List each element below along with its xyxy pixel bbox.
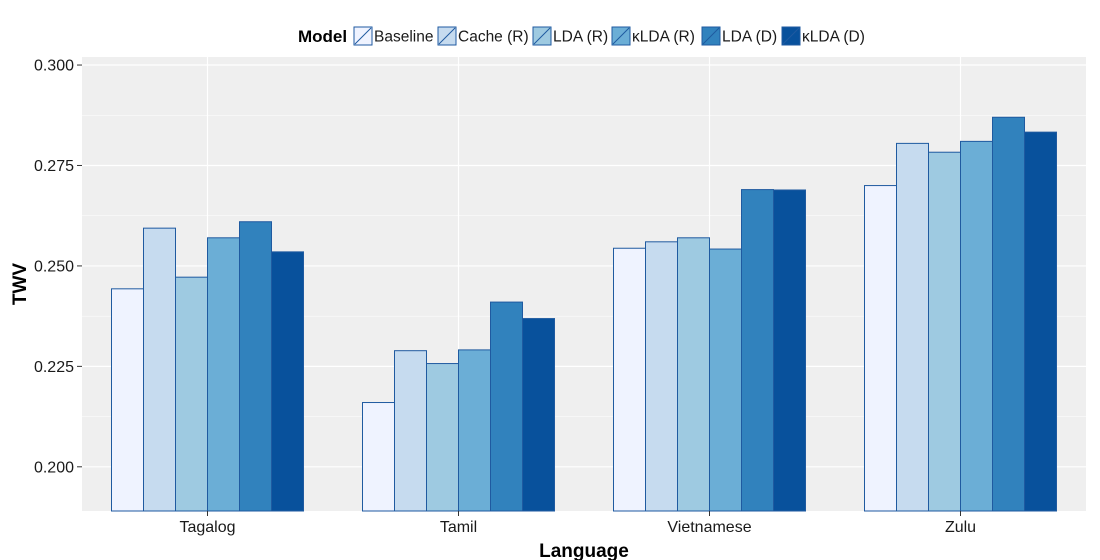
bar bbox=[239, 221, 272, 512]
bar bbox=[362, 402, 395, 512]
bar bbox=[896, 142, 929, 512]
bar bbox=[709, 248, 742, 512]
legend-label: κLDA (D) bbox=[802, 29, 865, 46]
legend-key-slash bbox=[612, 27, 630, 45]
legend-key-slash bbox=[533, 27, 551, 45]
bar bbox=[677, 237, 710, 512]
x-tick-label: Zulu bbox=[945, 519, 976, 536]
y-axis-title: TWV bbox=[10, 263, 31, 306]
bar bbox=[111, 288, 144, 512]
legend: Model Baseline Cache (R) LDA (R) κLDA (R) LD… bbox=[298, 26, 865, 46]
bar bbox=[207, 237, 240, 512]
legend-key-slash bbox=[438, 27, 456, 45]
y-tick-label: 0.200 bbox=[34, 459, 74, 476]
legend-title: Model bbox=[298, 27, 347, 46]
bar bbox=[175, 276, 208, 512]
bar bbox=[928, 151, 961, 512]
bar bbox=[426, 363, 459, 512]
bar bbox=[1024, 131, 1057, 512]
y-axis: 0.200 0.225 0.250 0.275 0.300 bbox=[34, 58, 82, 476]
bar bbox=[960, 140, 993, 512]
legend-label: LDA (D) bbox=[722, 29, 777, 46]
bar bbox=[864, 185, 897, 512]
x-tick-label: Tamil bbox=[440, 519, 477, 536]
bar bbox=[458, 349, 491, 512]
legend-label: Baseline bbox=[374, 29, 433, 46]
bar bbox=[522, 318, 555, 512]
bar bbox=[741, 189, 774, 512]
bar bbox=[271, 251, 304, 512]
legend-key-slash bbox=[354, 27, 372, 45]
bar bbox=[490, 301, 523, 512]
bars bbox=[111, 116, 1057, 512]
x-axis: Tagalog Tamil Vietnamese Zulu bbox=[179, 511, 976, 536]
bar bbox=[143, 227, 176, 512]
legend-label: Cache (R) bbox=[458, 29, 529, 46]
x-axis-title: Language bbox=[539, 541, 629, 560]
legend-label: LDA (R) bbox=[553, 29, 608, 46]
y-tick-label: 0.225 bbox=[34, 359, 74, 376]
legend-key-slash bbox=[782, 27, 800, 45]
bar bbox=[613, 247, 646, 512]
legend-key-slash bbox=[702, 27, 720, 45]
y-tick-label: 0.300 bbox=[34, 58, 74, 75]
bar bbox=[773, 189, 806, 512]
y-tick-label: 0.275 bbox=[34, 158, 74, 175]
bar bbox=[992, 116, 1025, 512]
x-tick-label: Vietnamese bbox=[667, 519, 751, 536]
legend-label: κLDA (R) bbox=[632, 29, 695, 46]
x-tick-label: Tagalog bbox=[179, 519, 235, 536]
bar bbox=[645, 241, 678, 512]
bar bbox=[394, 350, 427, 512]
y-tick-label: 0.250 bbox=[34, 258, 74, 275]
